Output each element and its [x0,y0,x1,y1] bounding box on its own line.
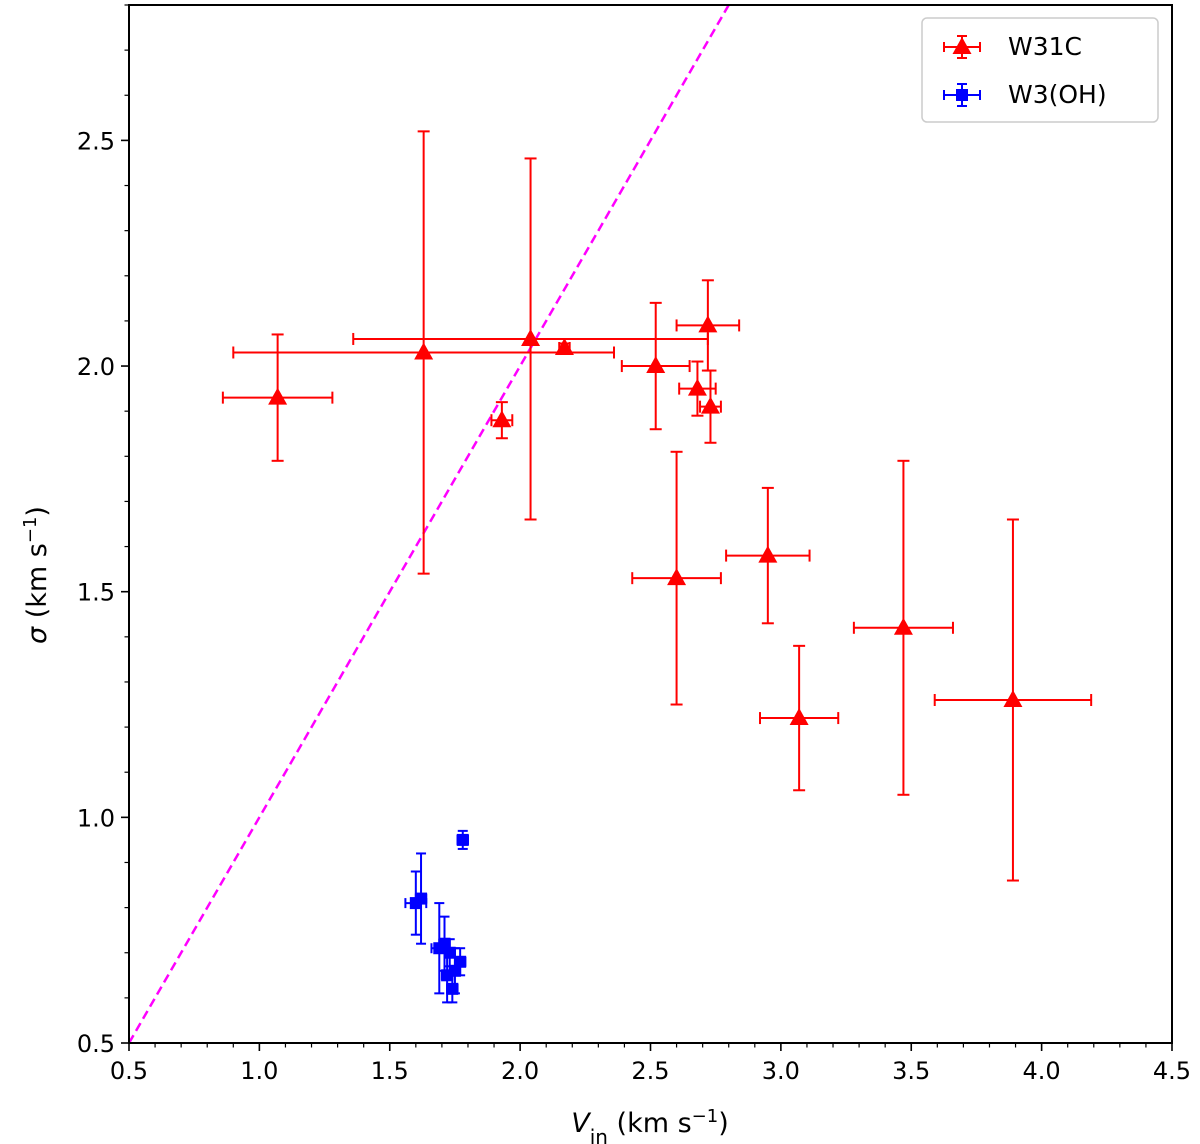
square-marker [448,964,461,977]
data-point [620,301,691,431]
triangle-marker [667,568,687,586]
triangle-marker [687,378,707,396]
legend-triangle-marker [952,37,972,54]
plot-frame [128,4,1173,1044]
x-tick-label: 4.5 [1153,1057,1191,1085]
y-tick-label: 1.5 [77,579,115,607]
data-point [759,644,840,792]
data-point [352,157,709,521]
square-marker [443,946,456,959]
y-tick-label: 1.0 [77,804,115,832]
x-tick-label: 0.5 [110,1057,148,1085]
data-point [852,459,954,796]
triangle-marker [789,708,809,726]
data-point [725,486,811,625]
square-marker [456,833,469,846]
triangle-marker [700,396,720,414]
legend-entry-w3oh [943,83,981,107]
reference-line-layer [129,5,730,1043]
reference-dashed-line [129,5,730,1043]
y-tick-label: 2.5 [77,127,115,155]
square-marker [415,892,428,905]
square-marker [454,955,467,968]
legend: W31C W3(OH) [921,17,1159,123]
data-point [456,829,469,850]
data-layer [221,130,1093,1004]
triangle-marker [414,342,434,360]
x-tick-label: 4.0 [1023,1057,1061,1085]
data-point [232,130,615,575]
x-tick-label: 2.0 [501,1057,539,1085]
y-tick-label: 2.0 [77,353,115,381]
series-w3oh [404,829,469,1004]
triangle-marker [758,545,778,563]
legend-label-w3oh: W3(OH) [1008,80,1107,109]
y-tick-label: 0.5 [77,1030,115,1058]
square-marker [438,937,451,950]
x-tick-label: 2.5 [631,1057,669,1085]
data-point [414,852,428,945]
triangle-marker [268,387,288,405]
data-point [453,947,467,977]
data-point [933,518,1093,882]
legend-entry-w31c [943,35,981,59]
x-tick-label: 1.5 [371,1057,409,1085]
data-point [438,915,451,972]
series-w31c [221,130,1093,882]
axis-layer: 0.5 1.0 1.5 2.0 2.5 3.0 3.5 4.0 4.5 0.5 1.0 1.5 2.0 2… [77,4,1191,1085]
triangle-marker [554,337,574,355]
data-point [631,450,722,706]
triangle-marker [1003,690,1023,708]
data-point [221,333,334,462]
triangle-marker [893,617,913,635]
x-axis-label: Vin (km s−1) [571,1106,729,1144]
data-point [699,369,722,444]
triangle-marker [698,315,718,333]
data-point [675,279,741,372]
data-point [490,401,514,440]
y-axis-label: σ (km s−1) [20,506,54,644]
data-point [554,337,574,355]
x-tick-label: 1.0 [240,1057,278,1085]
triangle-marker [521,328,541,346]
triangle-marker [646,356,666,374]
x-tick-label: 3.5 [892,1057,930,1085]
x-tick-label: 3.0 [762,1057,800,1085]
triangle-marker [492,410,512,428]
legend-square-marker [956,89,968,101]
legend-label-w31c: W31C [1008,32,1082,61]
